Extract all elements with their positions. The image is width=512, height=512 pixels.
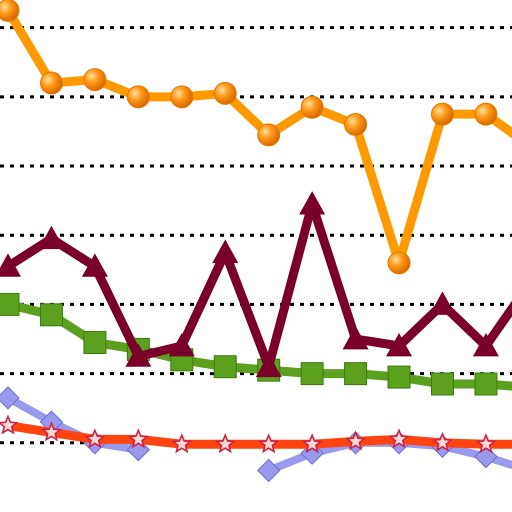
series-4-point-4: [127, 428, 149, 449]
series-1-point-5: [170, 85, 194, 109]
series-2-point-1: [0, 253, 21, 277]
series-2-point-11: [429, 291, 456, 315]
series-3-point-10: [387, 365, 411, 389]
series-1-point-9: [344, 113, 368, 137]
series-1-point-6: [213, 81, 237, 105]
series-4-point-12: [475, 433, 497, 454]
series-2-point-10: [386, 332, 413, 357]
series-3-point-8: [300, 362, 324, 386]
series-2-point-6: [212, 239, 239, 263]
series-3-point-1: [0, 292, 20, 316]
series-3-point-6: [213, 355, 237, 379]
series-4-point-6: [214, 433, 236, 454]
series-2-point-3: [81, 253, 108, 277]
series-4-point-8: [301, 433, 323, 454]
series-1-point-2: [39, 71, 63, 95]
series-2-point-5: [168, 332, 195, 357]
series-2-point-9: [342, 326, 369, 350]
series-1-point-10: [387, 251, 411, 275]
series-5-point-1: [0, 386, 20, 410]
series-1-point-8: [300, 95, 324, 119]
series-3-point-9: [344, 362, 368, 386]
series-1-point-1: [0, 0, 20, 22]
series-4: [0, 414, 512, 454]
series-4-point-9: [345, 430, 367, 451]
series-1-point-11: [430, 102, 454, 126]
series-4-point-3: [84, 428, 106, 449]
series-2-point-4: [125, 343, 152, 367]
series-2-point-7: [255, 353, 282, 378]
series-4-point-10: [388, 428, 410, 449]
series-2-point-8: [299, 191, 326, 215]
series-1-point-12: [474, 102, 498, 126]
series-1-point-3: [83, 68, 107, 92]
series-1-point-7: [257, 123, 281, 147]
series-3-point-11: [430, 372, 454, 396]
series-1: [0, 0, 512, 275]
series-5-point-7: [256, 458, 281, 483]
series-4-point-11: [431, 431, 454, 452]
series-4-point-7: [258, 433, 280, 454]
series-4-point-1: [0, 414, 19, 435]
series-4-point-5: [171, 433, 193, 454]
series-2-point-2: [38, 225, 65, 250]
series-3-point-12: [474, 372, 498, 396]
series-3-point-2: [39, 303, 63, 327]
series-2: [0, 191, 512, 378]
series-layer: [0, 0, 512, 483]
series-4-point-2: [40, 421, 63, 442]
series-1-point-4: [126, 85, 150, 109]
series-3-point-3: [83, 330, 107, 354]
series-2-point-12: [472, 332, 499, 357]
